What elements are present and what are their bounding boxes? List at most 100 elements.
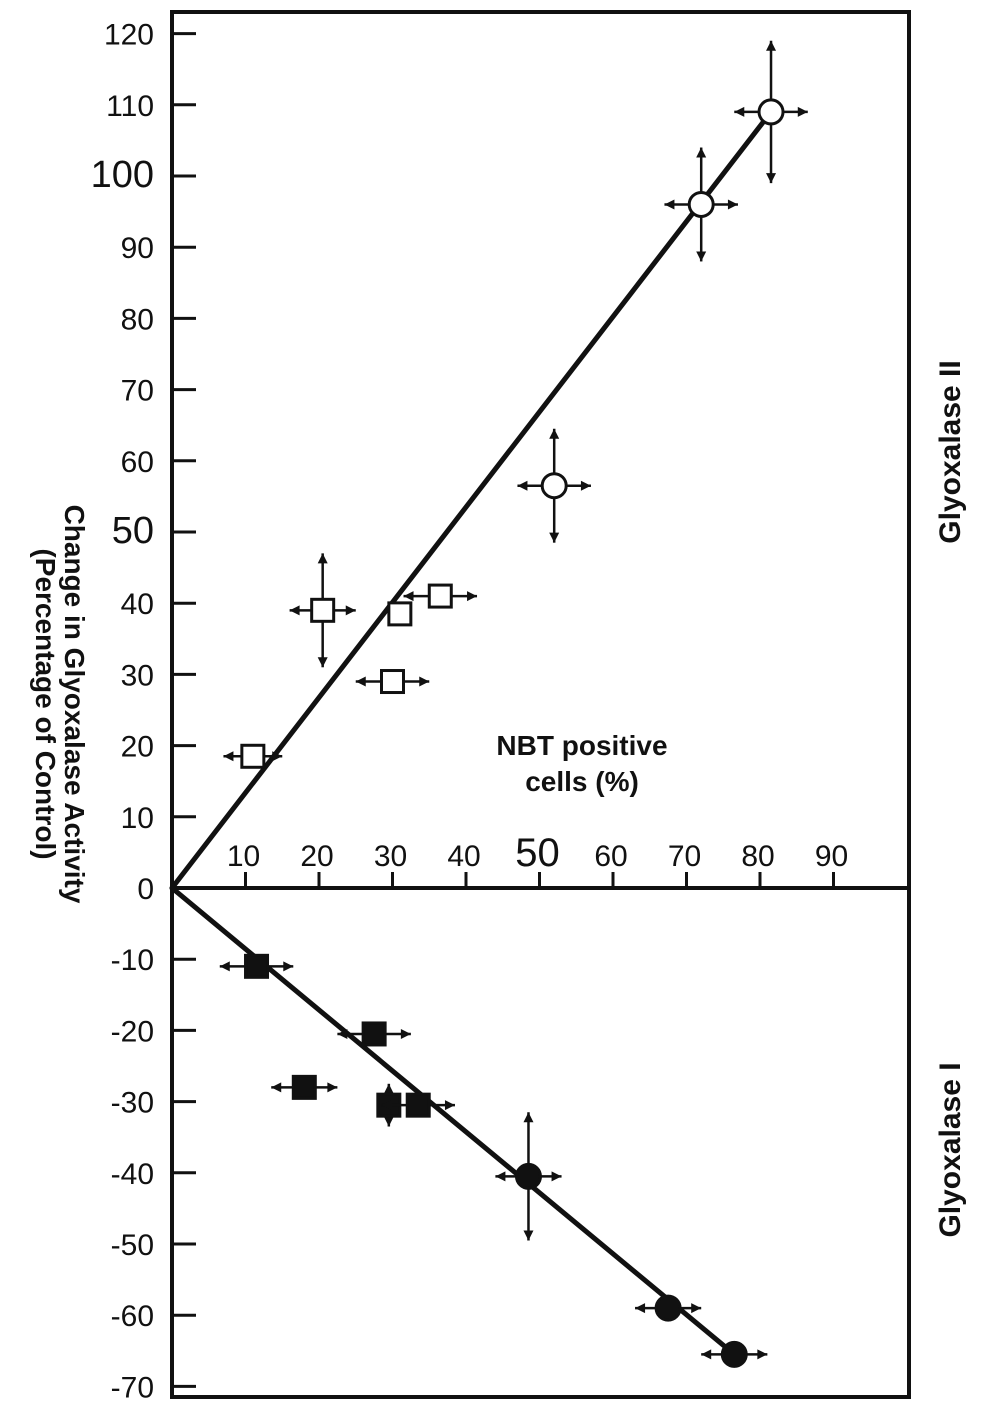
error-bar-arrowhead xyxy=(517,480,528,491)
data-point-group xyxy=(664,147,738,262)
y-tick-label: 60 xyxy=(121,446,154,479)
error-bar-arrowhead xyxy=(766,173,777,184)
data-point-group xyxy=(289,553,356,668)
data-point-group xyxy=(387,601,413,627)
data-point xyxy=(310,597,336,623)
x-tick-label: 60 xyxy=(594,840,627,873)
error-bar-arrowhead xyxy=(355,676,366,687)
data-point xyxy=(240,743,266,769)
y-tick-label: 50 xyxy=(112,510,154,552)
data-point-group xyxy=(495,1112,562,1241)
error-bar-arrowhead xyxy=(549,532,560,543)
x-tick-label: 80 xyxy=(741,840,774,873)
error-bar-arrowhead xyxy=(327,1082,338,1093)
data-point xyxy=(687,190,715,218)
data-point xyxy=(387,601,413,627)
error-bar-arrowhead xyxy=(444,1100,455,1111)
error-bar-arrowhead xyxy=(523,1112,534,1123)
x-axis-label-line1: NBT positive xyxy=(496,730,667,761)
error-bar-arrowhead xyxy=(223,751,234,762)
y-tick-label: 30 xyxy=(121,659,154,692)
y-tick-label: 110 xyxy=(106,90,154,123)
error-bar-arrowhead xyxy=(664,199,675,210)
x-tick-label: 10 xyxy=(227,840,260,873)
plot-frame xyxy=(170,10,911,1399)
x-tick-label: 40 xyxy=(447,840,480,873)
y-tick-label: 10 xyxy=(121,802,154,835)
y-axis-label-line1: Change in Glyoxalase Activity xyxy=(59,505,90,904)
y-axis-label-line2: (Percentage of Control) xyxy=(30,548,61,859)
y-tick-label: -20 xyxy=(111,1015,154,1048)
data-point xyxy=(361,1021,387,1047)
data-point-group xyxy=(403,583,478,609)
y-tick-label: 40 xyxy=(121,588,154,621)
x-axis-label-line2: cells (%) xyxy=(525,766,639,797)
x-tick-label: 70 xyxy=(668,840,701,873)
y-tick-label: 80 xyxy=(121,303,154,336)
error-bar-arrowhead xyxy=(701,1349,712,1360)
y-tick-label: 120 xyxy=(104,19,154,52)
error-bar-arrowhead xyxy=(271,1082,282,1093)
data-point xyxy=(514,1162,542,1190)
upper-panel-label: Glyoxalase II xyxy=(934,360,967,543)
error-bar-arrowhead xyxy=(727,199,738,210)
y-axis-ticks: 1201101009080706050403020100-10-20-30-40… xyxy=(91,19,196,1404)
error-bar-arrowhead xyxy=(337,1028,348,1039)
error-bar-arrowhead xyxy=(696,147,707,158)
error-bar-arrowhead xyxy=(272,751,283,762)
data-point xyxy=(427,583,453,609)
data-point xyxy=(654,1294,682,1322)
error-bar-arrowhead xyxy=(400,1028,411,1039)
data-point-group xyxy=(517,428,591,543)
x-tick-label: 30 xyxy=(374,840,407,873)
y-tick-label: -60 xyxy=(111,1300,154,1333)
y-tick-label: 70 xyxy=(121,375,154,408)
error-bar-arrowhead xyxy=(219,961,230,972)
error-bar-arrowhead xyxy=(289,605,300,616)
error-bar-arrowhead xyxy=(549,428,560,439)
y-tick-label: 100 xyxy=(91,154,154,196)
data-point-group xyxy=(223,743,283,769)
data-point xyxy=(757,98,785,126)
error-bar-arrowhead xyxy=(383,1116,394,1127)
y-tick-label: -50 xyxy=(111,1229,154,1262)
error-bar-arrowhead xyxy=(551,1171,562,1182)
y-tick-label: -40 xyxy=(111,1158,154,1191)
y-tick-label: 20 xyxy=(121,731,154,764)
data-point xyxy=(405,1092,431,1118)
x-axis-ticks: 10 20 30 40 50 60 70 80 90 xyxy=(227,831,848,888)
error-bar-arrowhead xyxy=(635,1303,646,1314)
x-tick-label: 50 xyxy=(515,831,560,875)
error-bar-arrowhead xyxy=(696,251,707,262)
error-bar-arrowhead xyxy=(383,1083,394,1094)
data-point-group xyxy=(337,1021,411,1047)
error-bar-arrowhead xyxy=(345,605,356,616)
data-point xyxy=(720,1340,748,1368)
fit-line xyxy=(169,109,774,891)
data-point-group xyxy=(355,669,430,695)
y-tick-label: -10 xyxy=(111,944,154,977)
data-point-group xyxy=(734,40,808,184)
data-point-group xyxy=(381,1092,455,1118)
fit-lines xyxy=(169,109,774,1357)
x-tick-label: 20 xyxy=(300,840,333,873)
error-bar-arrowhead xyxy=(381,1100,392,1111)
error-bar-arrowhead xyxy=(403,591,414,602)
error-bar-arrowhead xyxy=(691,1303,702,1314)
data-point xyxy=(380,669,405,695)
y-tick-label: -30 xyxy=(111,1087,154,1120)
y-tick-label: 90 xyxy=(121,232,154,265)
error-bar-arrowhead xyxy=(757,1349,768,1360)
x-tick-label: 90 xyxy=(815,840,848,873)
error-bar-arrowhead xyxy=(766,40,777,51)
data-point-group xyxy=(701,1340,768,1368)
error-bar-arrowhead xyxy=(317,657,328,668)
error-bar-arrowhead xyxy=(734,106,745,117)
data-points xyxy=(219,40,808,1368)
error-bar-arrowhead xyxy=(797,106,808,117)
lower-panel-label: Glyoxalase I xyxy=(934,1062,967,1237)
data-point-group xyxy=(271,1074,338,1100)
error-bar-arrowhead xyxy=(523,1230,534,1241)
data-point-group xyxy=(635,1294,702,1322)
